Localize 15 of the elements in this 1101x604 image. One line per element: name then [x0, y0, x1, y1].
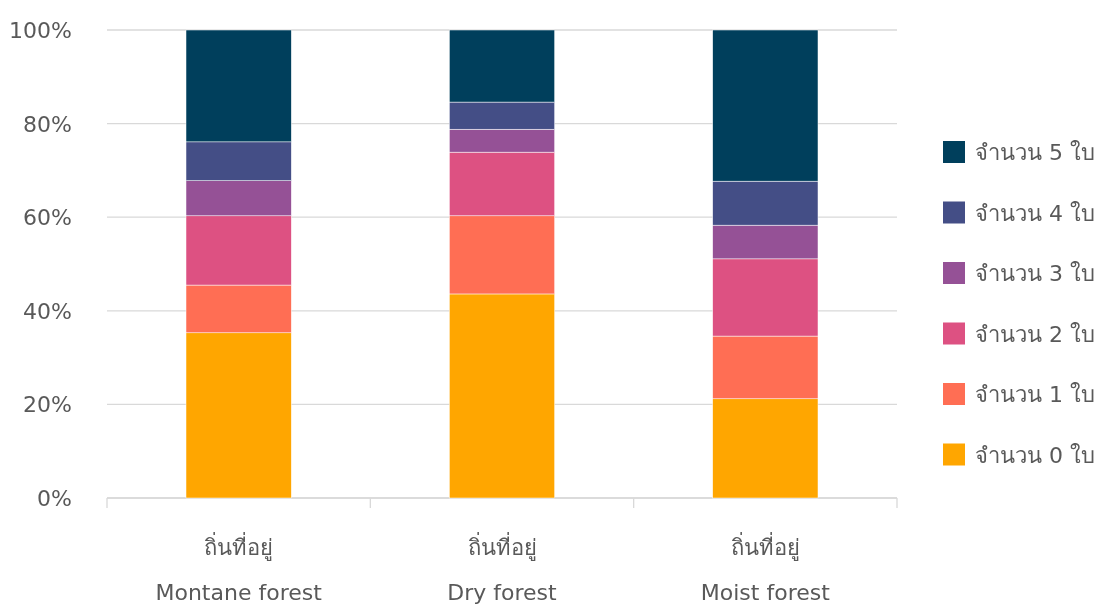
y-tick-label: 20%: [23, 392, 72, 418]
y-tick-label: 100%: [9, 18, 72, 43]
x-tick-label: ถิ่นที่อยู่ Dry forest: [447, 532, 558, 604]
legend-label: จำนวน 3 ใบ: [975, 261, 1095, 286]
y-tick-label: 0%: [37, 486, 72, 511]
y-tick-label: 80%: [23, 111, 72, 137]
legend-label: จำนวน 4 ใบ: [975, 200, 1095, 226]
legend-label: จำนวน 1 ใบ: [975, 382, 1095, 407]
legend-label: จำนวน 5 ใบ: [975, 140, 1095, 165]
x-tick-label: ถิ่นที่อยู่ Moist forest: [700, 532, 831, 604]
legend-label: จำนวน 2 ใบ: [975, 321, 1095, 347]
y-tick-label: 60%: [23, 205, 72, 231]
y-tick-label: 40%: [23, 298, 72, 324]
legend-label: จำนวน 0 ใบ: [975, 442, 1095, 468]
x-tick-label: ถิ่นที่อยู่ Montane forest: [155, 532, 323, 604]
